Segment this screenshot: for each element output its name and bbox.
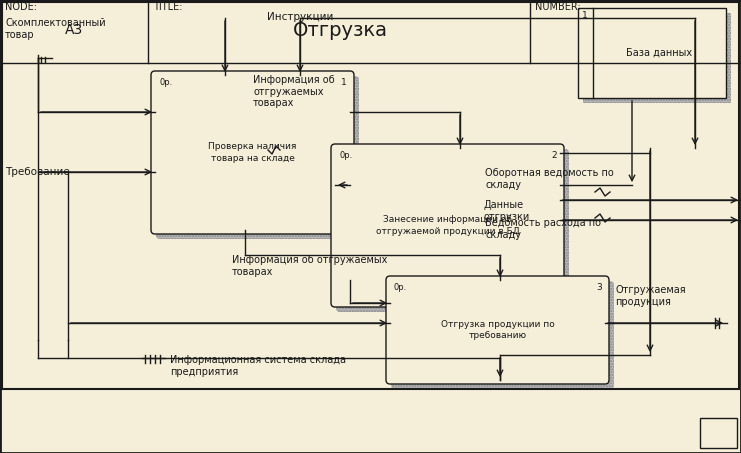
- Text: Данные
отгрузки: Данные отгрузки: [483, 200, 529, 222]
- Bar: [578, 8, 726, 98]
- Text: 0р.: 0р.: [394, 283, 408, 292]
- Bar: [583, 13, 731, 103]
- Text: 0р.: 0р.: [159, 78, 172, 87]
- Bar: [2, 2, 739, 389]
- Text: База данных: База данных: [626, 48, 693, 58]
- Text: 2: 2: [551, 151, 557, 160]
- Text: Ведомость расхода по
складу: Ведомость расхода по складу: [485, 218, 601, 240]
- Text: NODE:: NODE:: [5, 2, 37, 12]
- Text: 1: 1: [342, 78, 347, 87]
- Bar: [583, 13, 731, 103]
- Text: 0р.: 0р.: [339, 151, 352, 160]
- FancyBboxPatch shape: [331, 144, 564, 307]
- FancyBboxPatch shape: [336, 149, 569, 312]
- Text: Отгрузка продукции по
требованию: Отгрузка продукции по требованию: [441, 320, 554, 340]
- Text: Отгружаемая
продукция: Отгружаемая продукция: [615, 285, 685, 307]
- Text: 3: 3: [597, 283, 602, 292]
- Text: А3: А3: [65, 23, 83, 37]
- FancyBboxPatch shape: [151, 71, 354, 234]
- Text: Проверка наличия
товара на складе: Проверка наличия товара на складе: [208, 142, 296, 163]
- Text: NUMBER:: NUMBER:: [535, 2, 581, 12]
- Text: Оборотная ведомость по
складу: Оборотная ведомость по складу: [485, 168, 614, 190]
- Text: Требование: Требование: [5, 167, 70, 177]
- Text: TITLE:: TITLE:: [153, 2, 182, 12]
- Text: Информационная система склада
предприятия: Информационная система склада предприяти…: [170, 355, 346, 376]
- Text: Информация об отгружаемых
товарах: Информация об отгружаемых товарах: [232, 255, 388, 277]
- Bar: [700, 418, 737, 448]
- FancyBboxPatch shape: [386, 276, 609, 384]
- FancyBboxPatch shape: [156, 76, 359, 239]
- FancyBboxPatch shape: [391, 281, 614, 389]
- Text: 1: 1: [582, 11, 588, 20]
- Text: Занесение информации об
отгружаемой продукции в БД: Занесение информации об отгружаемой прод…: [376, 216, 519, 236]
- Text: Информация об
отгружаемых
товарах: Информация об отгружаемых товарах: [253, 75, 335, 108]
- Text: Инструкции: Инструкции: [267, 12, 333, 22]
- Text: Отгрузка: Отгрузка: [293, 20, 388, 39]
- Text: Скомплектованный
товар: Скомплектованный товар: [5, 18, 106, 39]
